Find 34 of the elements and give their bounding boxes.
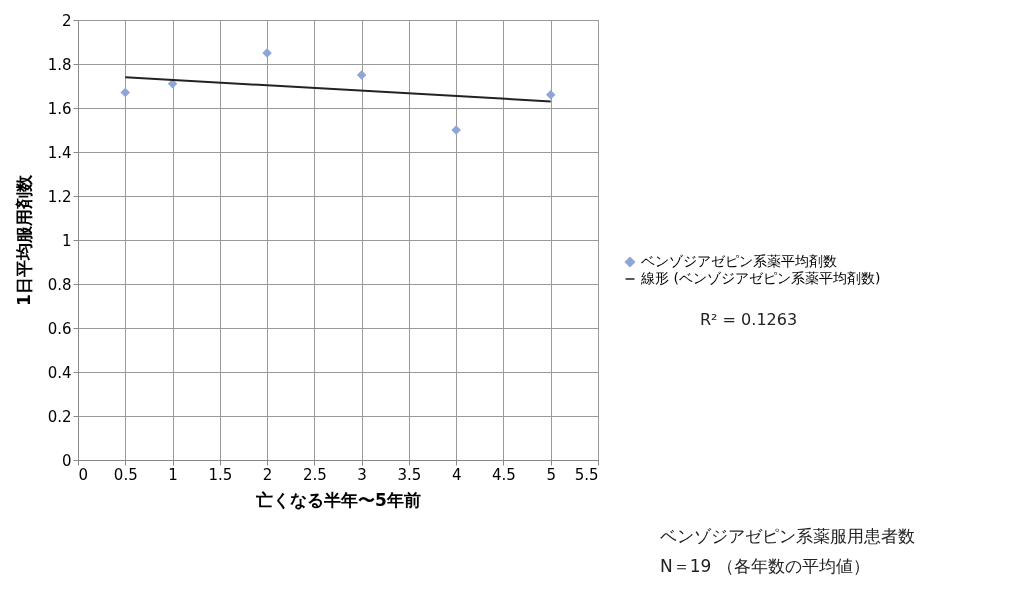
- y-tick-label: 2: [61, 11, 72, 30]
- y-tick-label: 1.6: [47, 99, 72, 118]
- legend-label: ベンゾジアゼピン系薬平均剤数: [641, 253, 837, 269]
- x-tick-label: 5: [546, 465, 556, 484]
- x-axis-title: 亡くなる半年〜5年前: [255, 489, 421, 510]
- point: [120, 87, 131, 98]
- x-tick-label: 2.5: [302, 465, 327, 484]
- x-tick-label: 0: [78, 465, 89, 484]
- point: [356, 70, 367, 80]
- x-tick-label: 2: [262, 465, 273, 484]
- point: [545, 90, 556, 100]
- x-tick-label: 1: [168, 465, 178, 484]
- x-tick-label: 4.5: [492, 465, 516, 484]
- y-axis-title: 1日平均服用剤数: [13, 174, 34, 306]
- x-tick-label: 1.5: [208, 465, 233, 484]
- text: R² = 0.1263: [700, 310, 798, 329]
- x-tick-label: 3.5: [397, 465, 422, 484]
- x-tick-label: 5.5: [574, 465, 599, 484]
- y-tick-label: 0.2: [47, 407, 72, 426]
- text: ベンゾジアゼピン系薬服用患者数: [660, 525, 915, 548]
- x-tick-label: 3: [357, 465, 367, 484]
- point: [167, 79, 178, 89]
- y-tick-label: 1.8: [47, 55, 72, 74]
- x-tick-label: 4: [451, 465, 462, 484]
- x-tick-label: 0.5: [113, 465, 138, 484]
- y-tick-label: 1: [61, 231, 72, 250]
- y-tick-label: 0.8: [47, 275, 72, 294]
- y-tick-label: 0.6: [47, 319, 72, 338]
- legend-label: 線形 (ベンゾジアゼピン系薬平均剤数): [640, 270, 881, 286]
- y-tick-label: 1.2: [47, 187, 72, 206]
- y-tick-label: 0: [61, 451, 72, 470]
- text: N＝19 （各年数の平均値）: [660, 555, 870, 578]
- y-tick-label: 0.4: [47, 363, 72, 382]
- y-tick-label: 1.4: [47, 143, 72, 162]
